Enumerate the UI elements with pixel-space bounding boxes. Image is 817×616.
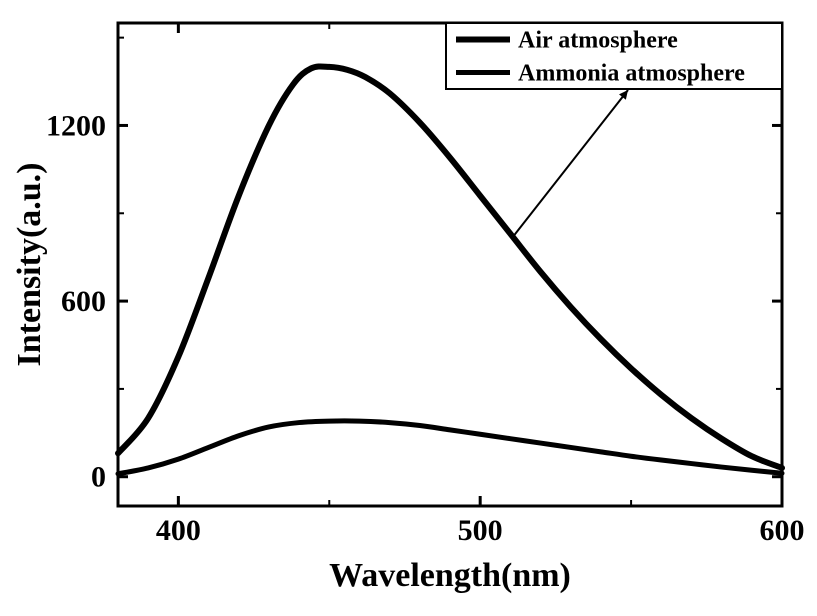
series-0 [118,66,782,467]
x-tick-label: 600 [760,514,805,547]
intensity-wavelength-chart: 400 500 600 0 600 1200 Wavelength(nm) Intensity… [0,0,817,616]
x-tick-label: 500 [458,514,503,547]
legend-label-0: Air atmosphere [518,28,678,54]
x-tick-label: 400 [156,514,201,547]
y-tick-label: 1200 [46,109,106,142]
plot-frame [118,23,782,506]
annotation-arrow-line [512,90,628,238]
x-axis-label: Wavelength(nm) [329,557,571,594]
series-1 [118,421,782,474]
y-tick-label: 600 [61,285,106,318]
y-tick-label: 0 [91,461,106,494]
chart-svg: 400 500 600 0 600 1200 Wavelength(nm) Intensity… [0,0,817,616]
legend-label-1: Ammonia atmosphere [518,61,745,87]
y-axis-label: Intensity(a.u.) [11,162,48,366]
